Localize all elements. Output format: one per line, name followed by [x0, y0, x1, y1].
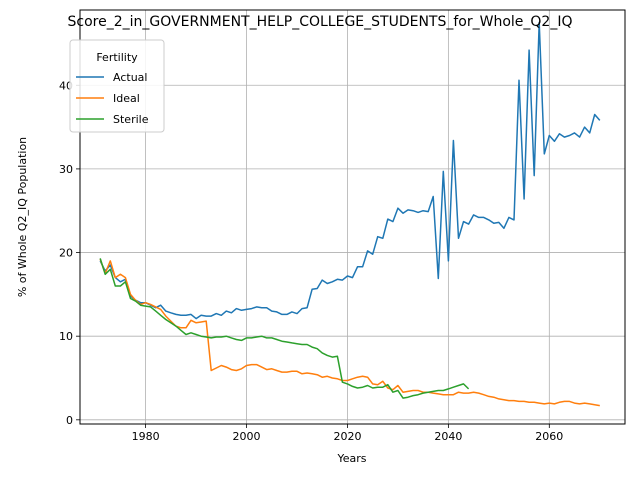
- legend-box: [69, 39, 165, 133]
- series-line-ideal: [99, 258, 600, 407]
- legend-title: Fertility: [96, 51, 138, 64]
- y-tick-label: 0: [66, 414, 73, 427]
- y-tick-label: 10: [59, 330, 73, 343]
- series-line-actual: [99, 21, 601, 320]
- legend-entries: Actual Ideal Sterile: [76, 71, 149, 126]
- y-tick-label: 20: [59, 247, 73, 260]
- x-tick-label: 1980: [132, 430, 160, 443]
- x-tick-label: 2040: [434, 430, 462, 443]
- series-lines: [99, 21, 601, 407]
- grid-lines: [80, 10, 625, 424]
- x-tick-label: 2020: [333, 430, 361, 443]
- plot-frame: [79, 9, 626, 425]
- y-axis-label: % of Whole Q2_IQ Population: [16, 137, 29, 297]
- legend-label-ideal: Ideal: [113, 92, 140, 105]
- series-line-sterile: [99, 258, 470, 399]
- legend-label-actual: Actual: [113, 71, 147, 84]
- chart-title: Score_2_in_GOVERNMENT_HELP_COLLEGE_STUDE…: [68, 14, 573, 30]
- legend-label-sterile: Sterile: [113, 113, 149, 126]
- legend: Fertility Actual Ideal Sterile: [69, 39, 165, 133]
- x-axis-label: Years: [336, 452, 366, 465]
- y-tick-label: 30: [59, 163, 73, 176]
- x-tick-label: 2000: [233, 430, 261, 443]
- x-tick-label: 2060: [535, 430, 563, 443]
